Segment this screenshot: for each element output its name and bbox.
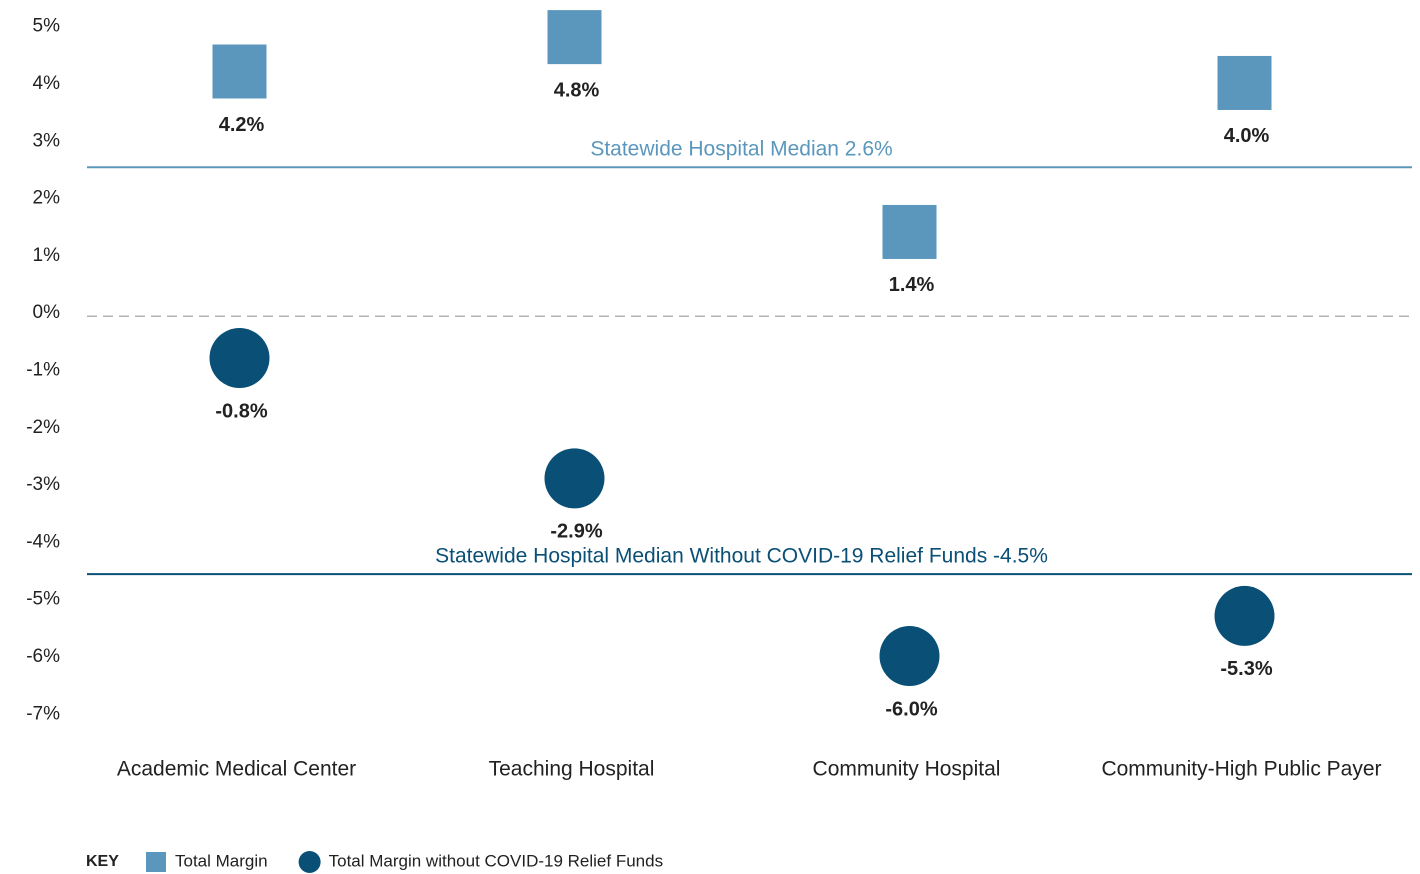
reference-label: Statewide Hospital Median 2.6% [590, 138, 892, 161]
square-marker [212, 44, 267, 99]
y-tick-label: 3% [33, 130, 61, 151]
y-tick-label: -5% [26, 589, 60, 610]
data-label: -2.9% [550, 521, 602, 543]
y-tick-label: 1% [33, 245, 61, 266]
data-label: -6.0% [885, 698, 937, 720]
data-label: 4.8% [554, 79, 600, 101]
y-tick-label: -2% [26, 417, 60, 438]
y-tick-label: 0% [33, 302, 61, 323]
data-label: 1.4% [889, 274, 935, 296]
circle-marker [209, 328, 270, 389]
data-label: -5.3% [1220, 658, 1272, 680]
y-tick-label: 4% [33, 73, 61, 94]
legend-swatch [298, 851, 321, 873]
data-label: -0.8% [215, 400, 267, 422]
x-tick-label: Community-High Public Payer [1101, 758, 1381, 781]
y-tick-label: -6% [26, 646, 60, 667]
legend-label: Total Margin without COVID-19 Relief Fun… [329, 851, 663, 870]
square-marker [1217, 55, 1272, 110]
circle-marker [544, 448, 605, 509]
legend-label: Total Margin [175, 851, 268, 870]
y-tick-label: 2% [33, 188, 61, 209]
x-tick-label: Teaching Hospital [489, 758, 655, 781]
circle-marker [879, 626, 940, 687]
data-label: 4.2% [219, 114, 265, 136]
y-tick-label: -1% [26, 360, 60, 381]
y-tick-label: -3% [26, 474, 60, 495]
y-tick-label: -7% [26, 703, 60, 724]
reference-label: Statewide Hospital Median Without COVID-… [435, 545, 1048, 568]
legend-swatch [146, 852, 166, 872]
legend-title: KEY [86, 853, 119, 870]
square-marker [882, 204, 937, 259]
y-tick-label: -4% [26, 531, 60, 552]
x-tick-label: Academic Medical Center [117, 758, 356, 781]
square-marker [547, 10, 602, 65]
x-tick-label: Community Hospital [813, 758, 1001, 781]
data-label: 4.0% [1224, 125, 1270, 147]
circle-marker [1214, 585, 1275, 646]
y-tick-label: 5% [33, 16, 61, 37]
